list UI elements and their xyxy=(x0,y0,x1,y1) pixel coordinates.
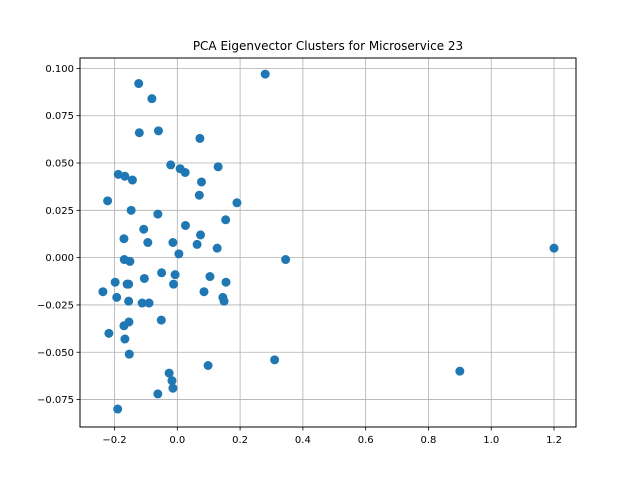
data-point xyxy=(205,272,215,282)
grid xyxy=(80,58,576,427)
data-point xyxy=(157,268,167,278)
x-tick-label: 0.0 xyxy=(169,435,185,446)
data-point xyxy=(125,256,135,266)
data-point xyxy=(180,220,190,230)
data-point xyxy=(260,69,270,79)
data-point xyxy=(143,238,153,247)
data-point xyxy=(168,383,178,393)
data-point xyxy=(112,292,122,302)
data-point xyxy=(170,270,180,280)
data-point xyxy=(144,298,154,308)
chart-title: PCA Eigenvector Clusters for Microservic… xyxy=(193,39,463,53)
data-point xyxy=(137,298,147,308)
data-point xyxy=(153,126,163,136)
data-point xyxy=(124,349,134,359)
y-tick-label: −0.025 xyxy=(37,300,74,311)
data-point xyxy=(113,404,123,414)
data-point xyxy=(213,162,223,172)
data-point xyxy=(119,321,129,331)
y-tick-label: −0.050 xyxy=(37,348,74,359)
data-point xyxy=(147,94,157,104)
data-point xyxy=(192,239,202,249)
data-point xyxy=(153,209,163,219)
x-tick-label: 0.6 xyxy=(358,435,374,446)
data-point xyxy=(104,328,114,338)
data-point xyxy=(212,243,222,253)
y-tick-label: 0.075 xyxy=(45,111,74,122)
data-point xyxy=(195,133,205,143)
data-points xyxy=(98,69,559,414)
y-tick-label: 0.050 xyxy=(45,159,74,170)
data-point xyxy=(166,160,176,170)
data-point xyxy=(168,238,178,247)
data-point xyxy=(103,196,113,206)
x-tick-label: 0.2 xyxy=(232,435,248,446)
data-point xyxy=(169,279,179,289)
data-point xyxy=(194,190,204,200)
x-tick-label: 0.8 xyxy=(421,435,437,446)
data-point xyxy=(110,277,120,287)
y-tick-label: 0.100 xyxy=(45,64,74,75)
x-tick-label: 1.2 xyxy=(546,435,562,446)
data-point xyxy=(180,167,190,177)
data-point xyxy=(134,128,144,138)
data-point xyxy=(174,249,184,259)
x-tick-label: 1.0 xyxy=(483,435,499,446)
data-point xyxy=(120,334,130,344)
data-point xyxy=(120,171,130,181)
data-point xyxy=(203,361,213,370)
data-point xyxy=(455,366,465,376)
y-tick-label: 0.025 xyxy=(45,206,74,217)
data-point xyxy=(167,376,177,386)
y-tick-label: 0.000 xyxy=(45,253,74,264)
data-point xyxy=(119,234,129,244)
data-point xyxy=(199,287,209,297)
data-point xyxy=(221,215,231,225)
data-point xyxy=(221,277,231,287)
data-point xyxy=(549,243,559,253)
data-point xyxy=(196,230,206,240)
y-tick-label: −0.075 xyxy=(37,395,74,406)
x-axis-ticks: −0.2 0.0 0.2 0.4 0.6 0.8 1.0 1.2 xyxy=(102,427,562,446)
data-point xyxy=(139,273,149,283)
data-point xyxy=(127,175,137,185)
data-point xyxy=(196,177,206,187)
data-point xyxy=(126,205,136,215)
data-point xyxy=(124,296,134,306)
data-point xyxy=(281,255,291,265)
data-point xyxy=(124,279,134,289)
data-point xyxy=(153,389,163,399)
data-point xyxy=(164,368,174,378)
data-point xyxy=(134,79,144,89)
y-axis-ticks: −0.075 −0.050 −0.025 0.000 0.025 0.050 0.075 0.… xyxy=(37,64,80,406)
data-point xyxy=(270,355,280,365)
data-point xyxy=(98,287,108,297)
data-point xyxy=(232,198,242,208)
x-tick-label: −0.2 xyxy=(102,435,126,446)
data-point xyxy=(219,296,229,306)
x-tick-label: 0.4 xyxy=(295,435,311,446)
plot-area-frame xyxy=(79,57,577,428)
data-point xyxy=(156,315,166,325)
data-point xyxy=(139,224,149,234)
